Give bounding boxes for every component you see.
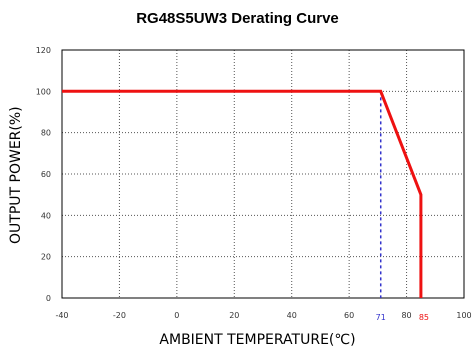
x-axis-label: AMBIENT TEMPERATURE(℃): [159, 332, 356, 348]
x-tick-label: -40: [55, 311, 68, 320]
x-tick-label: 0: [174, 311, 179, 320]
y-tick-label: 40: [41, 211, 51, 220]
x-tick-label: -20: [113, 311, 126, 320]
marker-lines: 71 85: [376, 91, 429, 322]
x-tick-label: 80: [401, 311, 411, 320]
x-tick-label: 20: [229, 311, 239, 320]
derating-curve: [62, 89, 423, 298]
y-tick-label: 20: [41, 253, 51, 262]
y-tick-labels: 0 20 40 60 80 100 120: [36, 46, 51, 303]
plot-frame: [61, 49, 465, 299]
marker-label: 71: [376, 313, 386, 322]
y-tick-label: 100: [36, 87, 51, 96]
y-tick-label: 80: [41, 129, 51, 138]
y-tick-label: 60: [41, 170, 51, 179]
marker-label: 85: [419, 313, 429, 322]
x-tick-label: 100: [456, 311, 471, 320]
y-tick-label: 0: [46, 294, 51, 303]
series-group: [62, 89, 423, 298]
y-tick-label: 120: [36, 46, 51, 55]
grid-lines: [62, 50, 464, 298]
x-tick-labels: -40 -20 0 20 40 60 80 100: [55, 311, 471, 320]
chart-title: RG48S5UW3 Derating Curve: [136, 10, 339, 27]
x-tick-label: 40: [287, 311, 297, 320]
plot-border: [61, 49, 465, 299]
x-tick-label: 60: [344, 311, 354, 320]
